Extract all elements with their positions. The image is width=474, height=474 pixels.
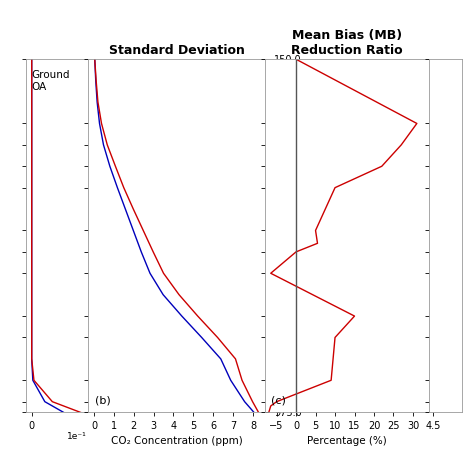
Text: 1e⁻¹: 1e⁻¹ <box>67 432 87 441</box>
Title: Mean Bias (MB)
Reduction Ratio: Mean Bias (MB) Reduction Ratio <box>291 29 402 57</box>
X-axis label: Percentage (%): Percentage (%) <box>307 436 387 446</box>
Text: Ground
OA: Ground OA <box>31 70 70 92</box>
Title: Standard Deviation: Standard Deviation <box>109 44 245 57</box>
X-axis label: CO₂ Concentration (ppm): CO₂ Concentration (ppm) <box>110 436 242 446</box>
Text: (c): (c) <box>272 395 286 405</box>
Text: (b): (b) <box>95 395 111 405</box>
